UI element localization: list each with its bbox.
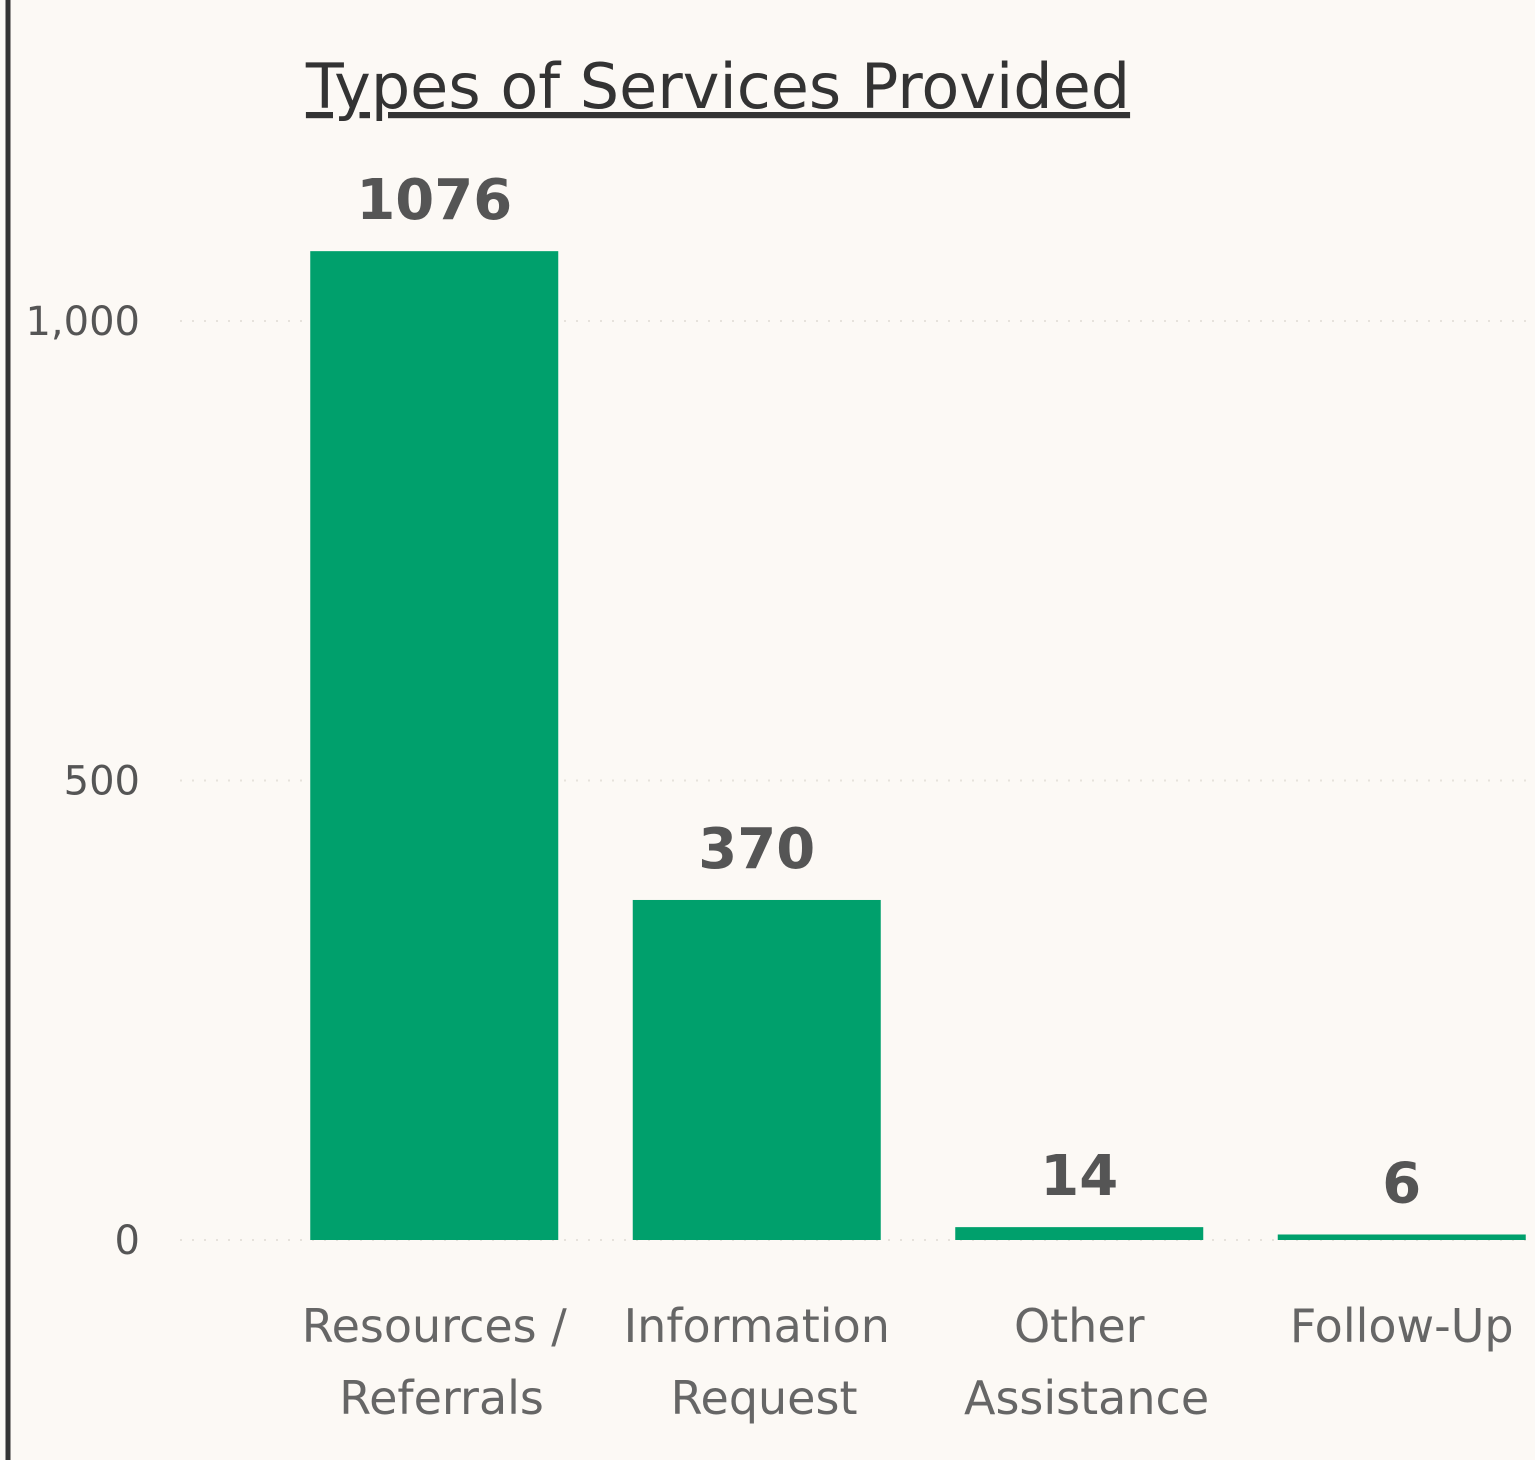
x-tick-label: Other Assistance [949,1299,1209,1425]
x-tick-label: Follow-Up [1290,1299,1514,1353]
y-tick-label: 0 [115,1218,140,1264]
bar [310,251,559,1240]
x-tick-label: Resources / Referrals [302,1299,568,1425]
y-tick-label: 1,000 [25,299,140,345]
data-label: 1076 [356,168,512,233]
x-tick-label: Information Request [624,1299,890,1425]
data-label: 370 [698,817,815,882]
data-label: 14 [1040,1144,1118,1209]
bar [955,1227,1204,1240]
bar [632,899,881,1240]
bar [1277,1234,1526,1240]
y-tick-label: 500 [64,759,140,805]
chart-title: Types of Services Provided [305,50,1130,123]
data-label: 6 [1382,1151,1421,1216]
